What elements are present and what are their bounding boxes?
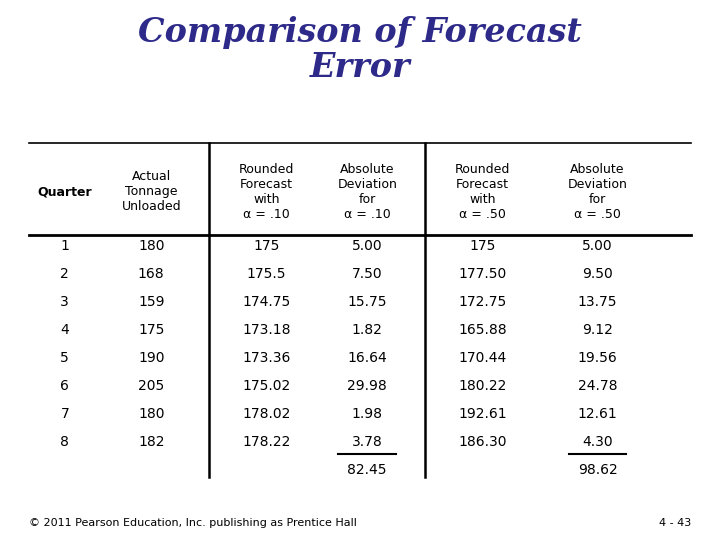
- Text: 9.12: 9.12: [582, 323, 613, 337]
- Text: 29.98: 29.98: [347, 379, 387, 393]
- Text: 159: 159: [138, 295, 164, 309]
- Text: 5: 5: [60, 351, 69, 365]
- Text: 4.30: 4.30: [582, 435, 613, 449]
- Text: 180: 180: [138, 407, 164, 421]
- Text: 180.22: 180.22: [458, 379, 507, 393]
- Text: Absolute
Deviation
for
α = .10: Absolute Deviation for α = .10: [337, 163, 397, 221]
- Text: 13.75: 13.75: [578, 295, 617, 309]
- Text: 178.22: 178.22: [242, 435, 291, 449]
- Text: 5.00: 5.00: [352, 239, 382, 253]
- Text: Rounded
Forecast
with
α = .50: Rounded Forecast with α = .50: [455, 163, 510, 221]
- Text: 175: 175: [253, 239, 279, 253]
- Text: Actual
Tonnage
Unloaded: Actual Tonnage Unloaded: [122, 170, 181, 213]
- Text: 2: 2: [60, 267, 69, 281]
- Text: 1.98: 1.98: [351, 407, 383, 421]
- Text: 178.02: 178.02: [242, 407, 291, 421]
- Text: 170.44: 170.44: [458, 351, 507, 365]
- Text: 9.50: 9.50: [582, 267, 613, 281]
- Text: 3: 3: [60, 295, 69, 309]
- Text: 24.78: 24.78: [578, 379, 617, 393]
- Text: 175: 175: [469, 239, 495, 253]
- Text: 180: 180: [138, 239, 164, 253]
- Text: © 2011 Pearson Education, Inc. publishing as Prentice Hall: © 2011 Pearson Education, Inc. publishin…: [29, 518, 356, 528]
- Text: 6: 6: [60, 379, 69, 393]
- Text: Rounded
Forecast
with
α = .10: Rounded Forecast with α = .10: [239, 163, 294, 221]
- Text: 175: 175: [138, 323, 164, 337]
- Text: 168: 168: [138, 267, 164, 281]
- Text: 175.02: 175.02: [242, 379, 291, 393]
- Text: 4 - 43: 4 - 43: [659, 518, 691, 528]
- Text: 16.64: 16.64: [347, 351, 387, 365]
- Text: 190: 190: [138, 351, 164, 365]
- Text: 173.36: 173.36: [242, 351, 291, 365]
- Text: 5.00: 5.00: [582, 239, 613, 253]
- Text: 15.75: 15.75: [348, 295, 387, 309]
- Text: Comparison of Forecast
Error: Comparison of Forecast Error: [138, 16, 582, 84]
- Text: 7.50: 7.50: [352, 267, 382, 281]
- Text: 8: 8: [60, 435, 69, 449]
- Text: 174.75: 174.75: [242, 295, 291, 309]
- Text: 177.50: 177.50: [458, 267, 507, 281]
- Text: 192.61: 192.61: [458, 407, 507, 421]
- Text: 19.56: 19.56: [577, 351, 618, 365]
- Text: 4: 4: [60, 323, 69, 337]
- Text: 82.45: 82.45: [348, 463, 387, 477]
- Text: 182: 182: [138, 435, 164, 449]
- Text: 205: 205: [138, 379, 164, 393]
- Text: 173.18: 173.18: [242, 323, 291, 337]
- Text: 98.62: 98.62: [577, 463, 618, 477]
- Text: 12.61: 12.61: [577, 407, 618, 421]
- Text: 1: 1: [60, 239, 69, 253]
- Text: 1.82: 1.82: [352, 323, 382, 337]
- Text: Quarter: Quarter: [37, 185, 92, 198]
- Text: 165.88: 165.88: [458, 323, 507, 337]
- Text: 3.78: 3.78: [352, 435, 382, 449]
- Text: Absolute
Deviation
for
α = .50: Absolute Deviation for α = .50: [567, 163, 628, 221]
- Text: 175.5: 175.5: [247, 267, 286, 281]
- Text: 172.75: 172.75: [458, 295, 507, 309]
- Text: 7: 7: [60, 407, 69, 421]
- Text: 186.30: 186.30: [458, 435, 507, 449]
